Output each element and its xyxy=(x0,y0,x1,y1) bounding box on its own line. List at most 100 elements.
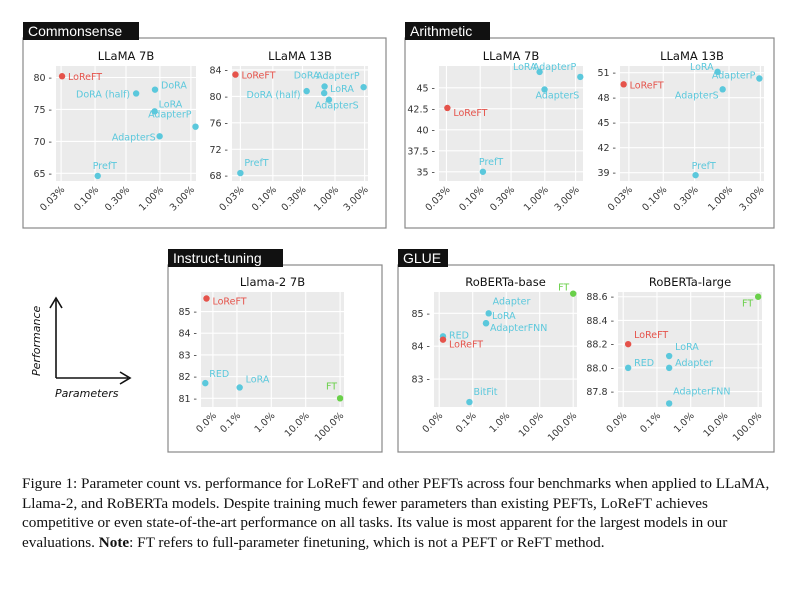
point-dora-half- xyxy=(132,90,140,97)
point-label: DoRA (half) xyxy=(76,89,130,100)
legend-y-arrowhead xyxy=(49,296,63,309)
point-label: AdapterS xyxy=(675,90,719,101)
point-lora xyxy=(320,89,328,97)
point-label: DoRA xyxy=(294,70,320,81)
point-adapter xyxy=(485,310,492,317)
arithmetic-title-bg xyxy=(405,22,490,40)
point-label: LoRA xyxy=(492,311,516,322)
chart-title: LLaMA 13B xyxy=(660,49,724,63)
plot-area xyxy=(618,292,762,407)
point-label: RED xyxy=(634,358,654,369)
y-tick-label: 42.5 - xyxy=(407,104,435,115)
y-tick-label: 42 - xyxy=(597,143,616,154)
y-tick-label: 70 - xyxy=(33,137,52,148)
point-adapterp xyxy=(756,75,763,82)
point-adapters xyxy=(719,86,726,93)
chart-title: RoBERTa-large xyxy=(649,275,731,289)
point-label: LoReFT xyxy=(68,72,102,83)
chart-title: LLaMA 7B xyxy=(98,49,155,63)
y-tick-label: 83 - xyxy=(411,375,430,386)
point-lora xyxy=(665,352,673,360)
y-tick-label: 40 - xyxy=(416,125,435,136)
plot-area xyxy=(620,66,764,181)
point-label: LoRA xyxy=(513,62,537,73)
point-label: PrefT xyxy=(93,161,117,172)
point-lora xyxy=(714,68,721,76)
axes-legend: Performance Parameters xyxy=(30,296,132,400)
point-label: BitFit xyxy=(473,387,497,398)
point-dora-half- xyxy=(303,87,310,95)
point-label: AdapterP xyxy=(712,71,756,82)
y-tick-label: 88.6 - xyxy=(586,292,614,303)
point-adapter xyxy=(665,364,673,372)
instruct-tuning-title-bg xyxy=(168,249,283,267)
point-loreft xyxy=(439,336,447,343)
y-tick-label: 68 - xyxy=(209,171,228,182)
point-label: LoReFT xyxy=(634,330,668,341)
point-label: AdapterS xyxy=(315,101,359,112)
point-label: LoReFT xyxy=(449,340,483,351)
point-loreft xyxy=(620,81,627,88)
y-tick-label: 45 - xyxy=(416,83,435,94)
y-tick-label: 85 - xyxy=(411,309,430,320)
y-tick-label: 65 - xyxy=(33,169,52,180)
y-tick-label: 45 - xyxy=(597,118,616,129)
y-tick-label: 84 - xyxy=(209,65,228,76)
point-loreft xyxy=(232,71,239,78)
point-ft xyxy=(754,293,762,300)
y-tick-label: 76 - xyxy=(209,118,228,129)
y-tick-label: 80 - xyxy=(33,73,52,84)
point-adapterp xyxy=(192,123,199,130)
point-loreft xyxy=(444,104,451,112)
chart-title: LLaMA 7B xyxy=(483,49,540,63)
caption-main: Figure 1: Parameter count vs. performanc… xyxy=(22,475,770,551)
point-loreft xyxy=(624,340,632,348)
point-label: AdapterP xyxy=(533,62,577,73)
y-tick-label: 80 - xyxy=(209,92,228,103)
point-dora xyxy=(321,83,328,90)
point-label: DoRA (half) xyxy=(247,90,301,101)
point-preft xyxy=(479,168,487,175)
y-tick-label: 75 - xyxy=(33,105,52,116)
point-adapterfnn xyxy=(665,400,673,407)
glue-title: GLUE xyxy=(403,250,441,266)
caption-note-label: Note xyxy=(98,533,130,551)
chart-title: LLaMA 13B xyxy=(268,49,332,63)
point-label: RED xyxy=(449,330,469,341)
point-label: LoRA xyxy=(246,374,270,385)
y-tick-label: 88.4 - xyxy=(586,316,614,327)
point-lora xyxy=(536,68,543,76)
legend-x-arrowhead xyxy=(119,371,132,385)
point-label: AdapterP xyxy=(316,71,360,82)
chart-title: RoBERTa-base xyxy=(465,275,546,289)
y-tick-label: 87.8 - xyxy=(586,387,614,398)
legend-y-label: Performance xyxy=(30,305,43,376)
point-adapterp xyxy=(360,83,367,91)
point-ft xyxy=(569,290,577,297)
point-lora xyxy=(151,108,158,115)
figure-caption: Figure 1: Parameter count vs. performanc… xyxy=(22,474,782,552)
point-label: LoReFT xyxy=(241,71,275,82)
y-tick-label: 35 - xyxy=(416,167,435,178)
point-preft xyxy=(94,172,101,180)
chart-title: Llama-2 7B xyxy=(240,275,305,289)
plot-area xyxy=(232,66,368,181)
point-label: AdapterP xyxy=(148,110,192,121)
y-tick-label: 83 - xyxy=(178,350,197,361)
legend-x-label: Parameters xyxy=(55,387,119,400)
point-adapterfnn xyxy=(482,320,490,327)
point-label: PrefT xyxy=(479,157,503,168)
point-label: FT xyxy=(326,381,337,392)
point-preft xyxy=(237,169,244,177)
point-loreft xyxy=(58,73,66,80)
point-label: AdapterS xyxy=(536,91,580,102)
commonsense-title: Commonsense xyxy=(28,23,122,39)
caption-note-text: : FT refers to full-parameter finetuning… xyxy=(129,533,605,551)
y-tick-label: 85 - xyxy=(178,307,197,318)
y-tick-label: 51 - xyxy=(597,68,616,79)
point-adapters xyxy=(156,133,163,140)
glue-title-bg xyxy=(398,249,448,267)
point-red xyxy=(202,379,209,387)
point-loreft xyxy=(203,295,210,302)
